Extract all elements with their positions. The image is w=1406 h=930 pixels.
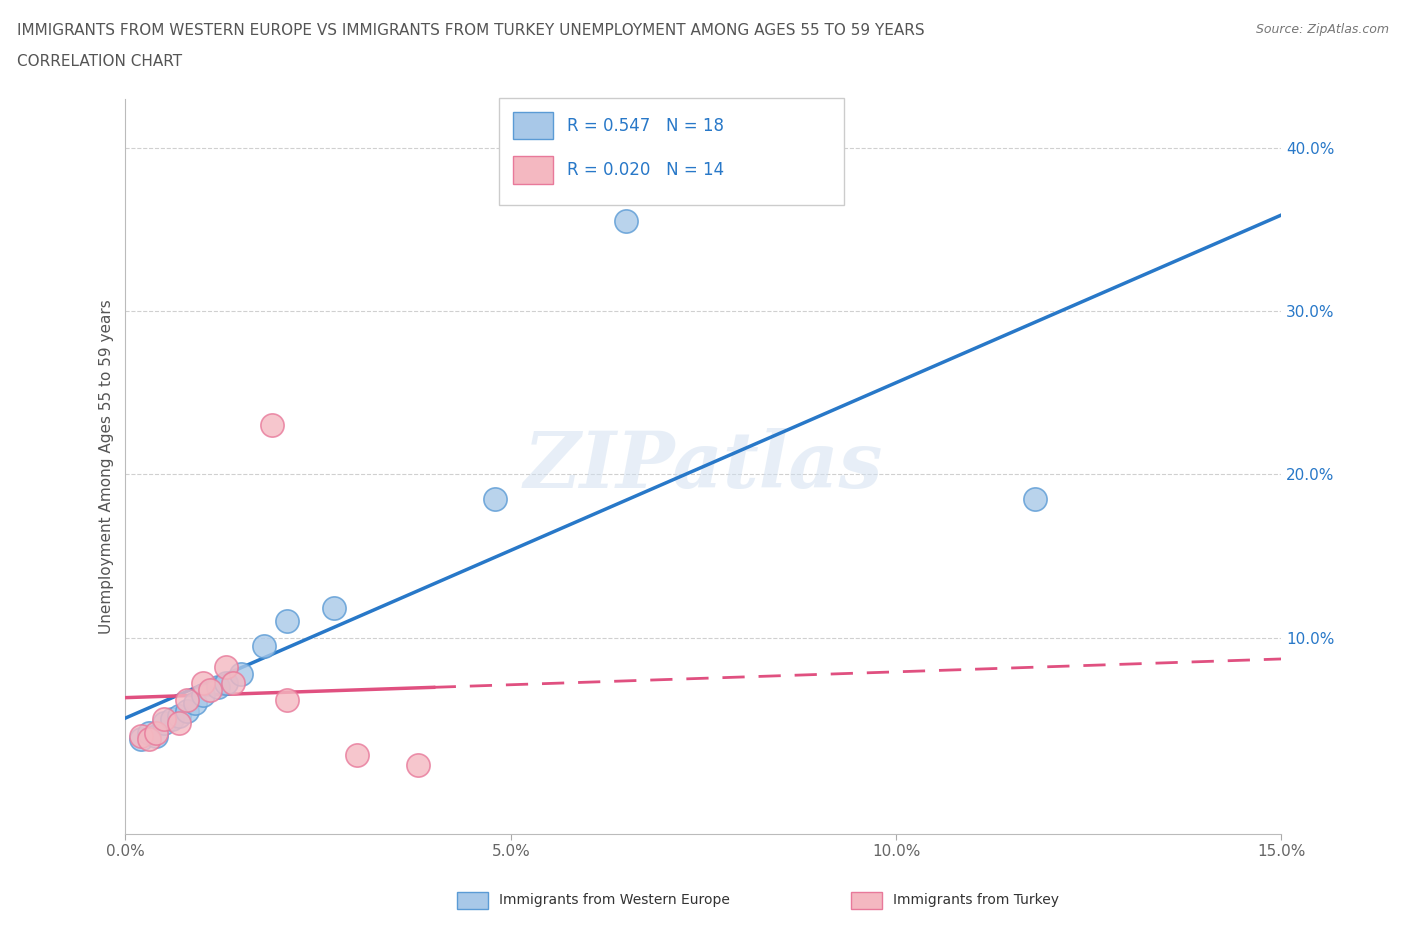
Text: Immigrants from Turkey: Immigrants from Turkey bbox=[893, 893, 1059, 908]
Point bbox=[138, 732, 160, 747]
Point bbox=[322, 601, 344, 616]
Point bbox=[145, 725, 167, 740]
Text: Immigrants from Western Europe: Immigrants from Western Europe bbox=[499, 893, 730, 908]
Point bbox=[200, 683, 222, 698]
Point bbox=[616, 214, 638, 229]
Point bbox=[276, 614, 298, 629]
Point bbox=[176, 704, 198, 719]
Point bbox=[145, 728, 167, 743]
Point bbox=[222, 676, 245, 691]
Point bbox=[176, 693, 198, 708]
Text: IMMIGRANTS FROM WESTERN EUROPE VS IMMIGRANTS FROM TURKEY UNEMPLOYMENT AMONG AGES: IMMIGRANTS FROM WESTERN EUROPE VS IMMIGR… bbox=[17, 23, 925, 38]
Point bbox=[169, 709, 191, 724]
Point bbox=[129, 728, 152, 743]
Point bbox=[191, 687, 214, 702]
Point bbox=[484, 491, 506, 506]
Point bbox=[169, 715, 191, 730]
Point bbox=[160, 712, 183, 727]
Point bbox=[207, 679, 229, 694]
Text: CORRELATION CHART: CORRELATION CHART bbox=[17, 54, 181, 69]
Point bbox=[129, 732, 152, 747]
Text: Source: ZipAtlas.com: Source: ZipAtlas.com bbox=[1256, 23, 1389, 36]
Text: ZIPatlas: ZIPatlas bbox=[524, 428, 883, 504]
Point bbox=[276, 693, 298, 708]
Point bbox=[153, 715, 176, 730]
Text: R = 0.547   N = 18: R = 0.547 N = 18 bbox=[567, 116, 724, 135]
Point bbox=[138, 725, 160, 740]
Point bbox=[1024, 491, 1046, 506]
Point bbox=[214, 676, 236, 691]
Point bbox=[253, 639, 276, 654]
Point bbox=[184, 696, 207, 711]
Point bbox=[153, 712, 176, 727]
Text: R = 0.020   N = 14: R = 0.020 N = 14 bbox=[567, 161, 724, 179]
Point bbox=[229, 666, 252, 681]
Y-axis label: Unemployment Among Ages 55 to 59 years: Unemployment Among Ages 55 to 59 years bbox=[100, 299, 114, 633]
Point bbox=[214, 659, 236, 674]
Point bbox=[260, 418, 283, 432]
Point bbox=[408, 758, 430, 773]
Point bbox=[346, 748, 368, 763]
Point bbox=[191, 676, 214, 691]
